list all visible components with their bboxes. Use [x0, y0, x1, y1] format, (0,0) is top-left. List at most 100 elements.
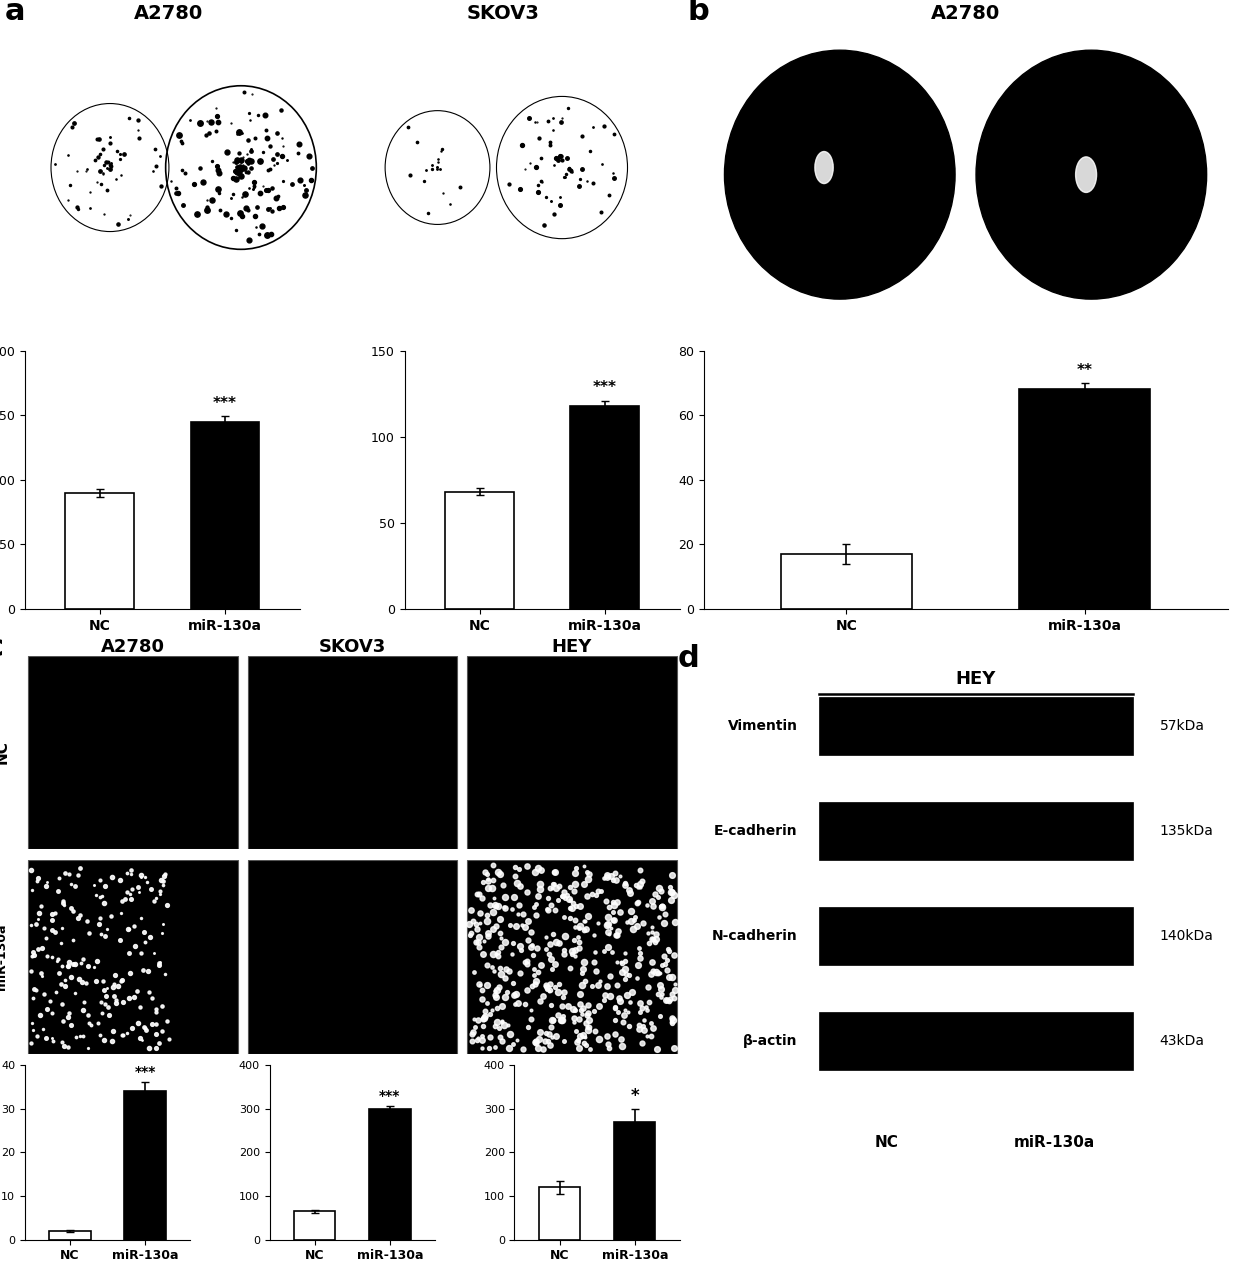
Point — [140, 983, 160, 1003]
Point — [26, 913, 46, 934]
Point — [120, 860, 140, 880]
FancyBboxPatch shape — [818, 1012, 1133, 1070]
Point — [153, 913, 172, 934]
Point — [563, 944, 583, 964]
Point — [657, 989, 677, 1009]
Point — [469, 974, 489, 994]
Point — [541, 896, 560, 916]
Point — [149, 953, 169, 973]
Point — [477, 878, 497, 898]
Point — [79, 922, 99, 942]
Text: 43kDa: 43kDa — [1159, 1035, 1204, 1049]
Point — [492, 996, 512, 1016]
Point — [604, 870, 624, 891]
Point — [37, 946, 57, 966]
Point — [598, 913, 618, 934]
Point — [135, 867, 155, 887]
Point — [24, 1020, 43, 1040]
Point — [553, 886, 573, 906]
Point — [108, 977, 128, 997]
Point — [94, 926, 114, 946]
Point — [518, 1017, 538, 1037]
Point — [139, 1037, 159, 1058]
Point — [563, 893, 583, 913]
Point — [644, 961, 663, 982]
Point — [95, 987, 115, 1007]
Text: E-cadherin: E-cadherin — [714, 824, 797, 837]
Point — [622, 918, 642, 939]
Point — [122, 888, 141, 908]
Point — [549, 875, 569, 896]
Point — [618, 985, 637, 1006]
Point — [541, 878, 560, 898]
Point — [153, 923, 172, 944]
Point — [463, 1025, 482, 1045]
Point — [29, 868, 48, 888]
Point — [515, 993, 534, 1013]
Point — [552, 886, 572, 906]
Point — [83, 875, 103, 896]
Point — [31, 896, 51, 916]
Point — [141, 988, 161, 1008]
Point — [27, 940, 47, 960]
Point — [645, 883, 665, 903]
FancyBboxPatch shape — [29, 860, 238, 1054]
Point — [556, 926, 575, 946]
Point — [632, 870, 652, 891]
Point — [637, 894, 657, 915]
Point — [517, 883, 537, 903]
Point — [658, 966, 678, 987]
Point — [86, 884, 105, 904]
Point — [133, 960, 153, 980]
Point — [146, 1037, 166, 1058]
Point — [32, 966, 52, 987]
Point — [630, 860, 650, 880]
Point — [53, 896, 73, 916]
Point — [585, 941, 605, 961]
Point — [484, 888, 503, 908]
Point — [569, 1008, 589, 1028]
Point — [565, 940, 585, 960]
Point — [546, 954, 565, 974]
Point — [605, 870, 625, 891]
Point — [58, 1037, 78, 1058]
Point — [472, 873, 492, 893]
Point — [470, 975, 490, 996]
Point — [56, 863, 76, 883]
Point — [474, 1008, 494, 1028]
Point — [120, 884, 140, 904]
Point — [119, 918, 139, 939]
Point — [482, 999, 502, 1020]
Point — [470, 903, 490, 923]
Point — [48, 949, 68, 969]
Point — [613, 953, 632, 973]
Point — [641, 1012, 661, 1032]
Point — [495, 968, 515, 988]
Point — [615, 874, 635, 894]
Point — [630, 874, 650, 894]
Point — [503, 932, 523, 953]
Point — [604, 910, 624, 930]
Point — [24, 988, 43, 1008]
FancyBboxPatch shape — [818, 697, 1133, 755]
Point — [583, 884, 603, 904]
Point — [661, 1012, 681, 1032]
Point — [590, 970, 610, 990]
Point — [634, 1020, 653, 1040]
Point — [650, 963, 670, 983]
Point — [657, 950, 677, 970]
Point — [489, 977, 508, 997]
Point — [598, 915, 618, 935]
Bar — [191, 421, 259, 610]
Point — [491, 964, 511, 984]
Point — [595, 891, 615, 911]
Point — [53, 1011, 73, 1031]
Text: A2780: A2780 — [931, 4, 1001, 23]
Point — [552, 1009, 572, 1030]
Point — [135, 932, 155, 953]
Point — [661, 891, 681, 911]
Text: HEY: HEY — [552, 639, 591, 657]
Point — [52, 893, 72, 913]
Point — [639, 923, 658, 944]
Point — [658, 939, 678, 959]
